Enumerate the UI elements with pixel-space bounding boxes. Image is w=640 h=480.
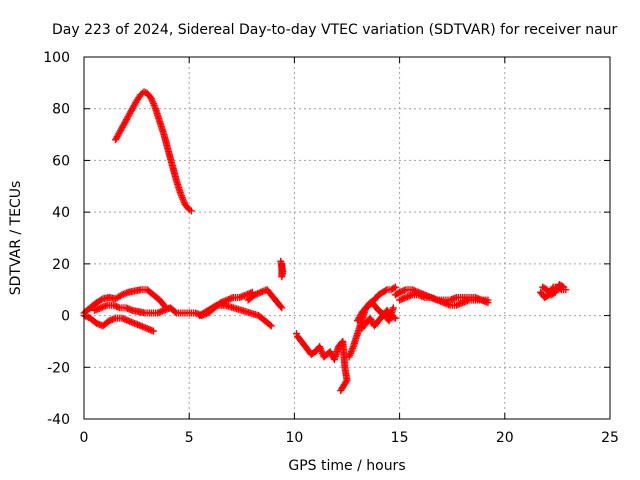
data-point-arc-c [149, 327, 157, 335]
data-point-arc-e [211, 302, 219, 310]
y-axis-label: SDTVAR / TECUs [8, 181, 24, 296]
x-tick-label: 25 [601, 430, 619, 446]
data-point-arc-g [278, 260, 286, 268]
data-point-arc-a [187, 207, 195, 215]
x-tick-label: 5 [185, 430, 194, 446]
data-point-arc-f [277, 303, 285, 311]
y-tick-label: 40 [52, 205, 70, 221]
y-tick-label: 0 [61, 309, 70, 325]
grid [84, 57, 610, 419]
data-point-arc-d [171, 308, 179, 316]
tick-labels: 0 5 10 15 20 25 -40 -20 0 20 40 60 80 100 [43, 50, 619, 446]
data-point-arc-e [267, 322, 275, 330]
chart-title: Day 223 of 2024, Sidereal Day-to-day VTE… [52, 22, 618, 38]
y-tick-label: -20 [47, 360, 70, 376]
data-point-arc-e [266, 321, 274, 329]
y-tick-label: 60 [52, 153, 70, 169]
data-point-arc-m [484, 296, 492, 304]
x-axis-label: GPS time / hours [288, 458, 405, 474]
data-point-arc-f [278, 304, 286, 312]
data-point-arc-i [391, 283, 399, 291]
data-point-arc-h [338, 385, 346, 393]
x-tick-label: 15 [391, 430, 409, 446]
data-point-arc-k [389, 304, 397, 312]
y-tick-label: 80 [52, 102, 70, 118]
x-tick-label: 10 [285, 430, 303, 446]
data-point-arc-h [337, 387, 345, 395]
data-point-arc-i [390, 284, 398, 292]
plot-frame [83, 56, 611, 420]
data-points [80, 88, 570, 395]
data-point-arc-b [116, 292, 124, 300]
data-point-arc-i [382, 287, 390, 295]
y-tick-label: 100 [43, 50, 70, 66]
x-tick-label: 20 [496, 430, 514, 446]
data-point-arc-o [558, 282, 566, 290]
y-tick-label: -40 [47, 412, 70, 428]
data-point-arc-b [97, 296, 105, 304]
y-tick-label: 20 [52, 257, 70, 273]
data-point-arc-o [560, 283, 568, 291]
x-tick-label: 0 [80, 430, 89, 446]
